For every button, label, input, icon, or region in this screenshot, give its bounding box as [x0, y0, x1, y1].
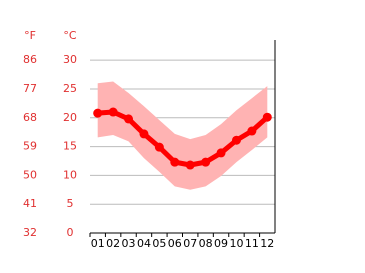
- point: [247, 126, 257, 136]
- x-tick-label: 03: [122, 237, 136, 250]
- y2-unit: °F: [24, 29, 36, 42]
- y-tick-label: 20: [63, 111, 77, 124]
- y-tick-label: 30: [63, 53, 77, 66]
- y2-tick-label: 59: [23, 140, 37, 153]
- point: [185, 160, 195, 170]
- x-tick-label: 07: [183, 237, 197, 250]
- point: [124, 114, 134, 124]
- y2-tick-label: 77: [23, 82, 37, 95]
- y2-tick-label: 41: [23, 197, 37, 210]
- y2-tick-label: 68: [23, 111, 37, 124]
- y-tick-label: 25: [63, 82, 77, 95]
- point: [154, 142, 164, 152]
- y-tick-label: 5: [67, 197, 74, 210]
- point: [170, 157, 180, 167]
- y2-tick-label: 50: [23, 168, 37, 181]
- x-tick-label: 10: [229, 237, 243, 250]
- point: [262, 112, 272, 122]
- y-tick-label: 10: [63, 168, 77, 181]
- x-tick-label: 08: [199, 237, 213, 250]
- point: [139, 129, 149, 139]
- point: [93, 108, 103, 118]
- x-tick-label: 01: [91, 237, 105, 250]
- range-band: [97, 81, 268, 190]
- y-tick-label: 0: [67, 226, 74, 239]
- x-tick-label: 06: [168, 237, 182, 250]
- x-tick-label: 02: [106, 237, 120, 250]
- x-tick-label: 09: [214, 237, 228, 250]
- x-tick-label: 12: [260, 237, 274, 250]
- x-tick-label: 11: [245, 237, 259, 250]
- y2-tick-label: 32: [23, 226, 37, 239]
- y-tick-label: 15: [63, 140, 77, 153]
- x-tick-label: 05: [152, 237, 166, 250]
- point: [201, 157, 211, 167]
- x-tick-label: 04: [137, 237, 151, 250]
- point: [216, 148, 226, 158]
- point: [108, 107, 118, 117]
- y-unit: °C: [63, 29, 77, 42]
- y2-tick-label: 86: [23, 53, 37, 66]
- point: [231, 135, 241, 145]
